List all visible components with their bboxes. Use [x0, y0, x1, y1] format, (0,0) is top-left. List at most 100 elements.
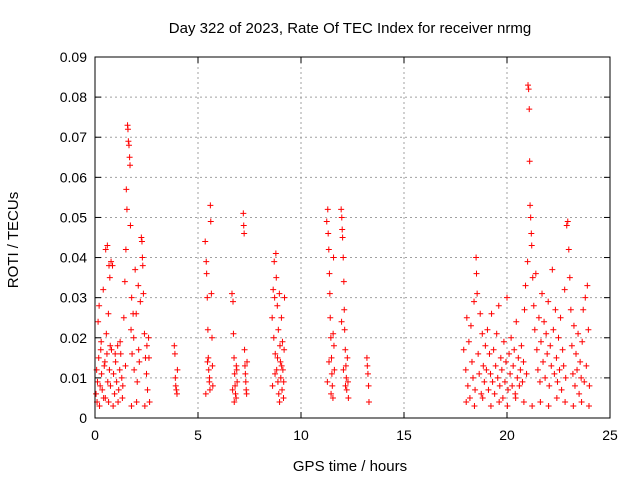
data-point	[473, 254, 480, 261]
data-point	[510, 362, 517, 369]
data-point	[106, 366, 113, 373]
data-point	[531, 326, 538, 333]
data-point	[274, 378, 281, 385]
data-point	[281, 294, 288, 301]
data-point	[491, 390, 498, 397]
data-point	[206, 374, 213, 381]
data-point	[326, 290, 333, 297]
data-point	[504, 294, 510, 301]
x-tick-label: 0	[91, 427, 99, 443]
data-point	[517, 366, 524, 373]
data-point	[479, 330, 486, 337]
data-point	[567, 306, 574, 313]
data-point	[526, 158, 533, 165]
data-point	[280, 394, 287, 401]
data-point	[342, 362, 349, 369]
data-point	[537, 398, 544, 405]
data-point	[506, 350, 513, 357]
data-point	[274, 354, 281, 361]
data-point	[556, 366, 563, 373]
data-point	[364, 370, 371, 377]
data-point	[340, 254, 347, 261]
data-point	[327, 314, 334, 321]
data-point	[577, 358, 584, 365]
data-point	[207, 218, 214, 225]
plot-frame	[94, 56, 611, 419]
data-point	[460, 346, 467, 353]
data-point	[279, 338, 286, 345]
y-axis-title: ROTI / TECUs	[5, 192, 22, 288]
data-point	[117, 350, 124, 357]
data-point	[509, 382, 516, 389]
data-point	[171, 342, 178, 349]
data-point	[520, 358, 527, 365]
data-point	[143, 370, 150, 377]
data-point	[107, 342, 114, 349]
data-point	[233, 362, 240, 369]
data-point	[552, 306, 559, 313]
data-point	[131, 366, 138, 373]
data-point	[113, 378, 120, 385]
data-point	[144, 386, 151, 393]
data-point	[494, 374, 501, 381]
data-point	[326, 358, 333, 365]
data-point	[96, 402, 103, 409]
data-point	[110, 370, 117, 377]
data-point	[101, 358, 108, 365]
data-point	[557, 314, 564, 321]
data-point	[276, 290, 283, 297]
data-point	[97, 346, 104, 353]
x-tick-label: 20	[499, 427, 515, 443]
data-point	[271, 258, 278, 265]
data-point	[243, 390, 250, 397]
data-points	[93, 82, 593, 409]
data-point	[341, 306, 348, 313]
data-point	[281, 346, 288, 353]
data-point	[583, 362, 590, 369]
data-point	[122, 246, 129, 253]
data-point	[330, 254, 337, 261]
data-point	[139, 254, 146, 261]
data-point	[516, 382, 523, 389]
data-point	[585, 402, 592, 409]
data-point	[528, 230, 535, 237]
data-point	[204, 326, 211, 333]
data-point	[344, 378, 351, 385]
data-point	[135, 282, 142, 289]
data-point	[338, 206, 345, 213]
data-point	[328, 390, 335, 397]
data-point	[123, 186, 130, 193]
data-point	[229, 386, 236, 393]
data-point	[500, 338, 507, 345]
data-point	[559, 346, 566, 353]
data-point	[209, 362, 216, 369]
data-point	[141, 402, 148, 409]
data-point	[241, 230, 248, 237]
data-point	[341, 326, 348, 333]
data-point	[550, 326, 557, 333]
data-point	[544, 350, 551, 357]
data-point	[116, 366, 123, 373]
data-point	[240, 210, 247, 217]
data-point	[202, 238, 209, 245]
data-point	[482, 342, 489, 349]
data-point	[475, 350, 482, 357]
data-point	[365, 382, 372, 389]
data-point	[103, 350, 110, 357]
data-point	[468, 358, 475, 365]
data-point	[172, 382, 179, 389]
data-point	[585, 326, 592, 333]
data-point	[207, 202, 214, 209]
data-point	[272, 370, 279, 377]
data-point	[95, 318, 102, 325]
data-point	[331, 366, 338, 373]
data-point	[231, 398, 238, 405]
data-point	[483, 366, 490, 373]
data-point	[119, 394, 126, 401]
data-point	[273, 274, 280, 281]
data-point	[513, 318, 520, 325]
data-point	[206, 386, 213, 393]
data-point	[547, 342, 554, 349]
data-point	[133, 310, 140, 317]
data-point	[117, 338, 124, 345]
